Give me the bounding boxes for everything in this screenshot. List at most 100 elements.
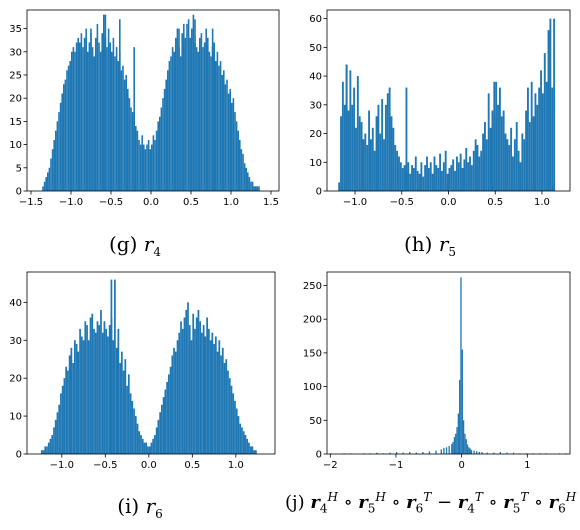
histogram-bar bbox=[114, 279, 116, 454]
histogram-bar bbox=[214, 336, 217, 454]
histogram-bar bbox=[239, 139, 241, 191]
histogram-bar bbox=[152, 135, 155, 191]
histogram-bar bbox=[416, 170, 419, 191]
histogram-peak-bar bbox=[183, 23, 185, 191]
x-tick-label: 0.5 bbox=[184, 460, 200, 471]
histogram-bar bbox=[452, 159, 455, 191]
histogram-bar bbox=[250, 181, 252, 191]
histogram-bar bbox=[197, 309, 200, 454]
histogram-bar bbox=[80, 336, 83, 454]
x-tick-label: 0 bbox=[458, 460, 464, 471]
histogram-bar bbox=[111, 51, 113, 192]
histogram-bar bbox=[534, 93, 537, 191]
histogram-bar bbox=[366, 145, 369, 191]
histogram-bar bbox=[150, 442, 153, 454]
histogram-bar bbox=[199, 321, 202, 454]
histogram-bar bbox=[159, 412, 162, 454]
histogram-bar bbox=[390, 116, 393, 191]
histogram-bar bbox=[87, 340, 90, 454]
histogram-bar bbox=[79, 42, 81, 191]
histogram-bar bbox=[103, 14, 105, 192]
histogram-bar bbox=[235, 408, 238, 454]
histogram-bar bbox=[395, 451, 398, 454]
histogram-bar bbox=[48, 167, 51, 191]
histogram-bar bbox=[134, 416, 137, 454]
histogram-bar bbox=[493, 452, 495, 454]
histogram-bar bbox=[93, 56, 95, 192]
histogram-bar bbox=[146, 144, 148, 191]
histogram-bar bbox=[187, 19, 190, 192]
histogram-bar bbox=[43, 181, 46, 191]
x-tick-label: 1.0 bbox=[223, 197, 239, 208]
histogram-bar bbox=[89, 317, 92, 454]
histogram-bar bbox=[45, 177, 47, 191]
histogram-bar bbox=[109, 42, 111, 191]
histogram-bar bbox=[135, 126, 137, 191]
histogram-bar bbox=[460, 277, 462, 454]
histogram-bar bbox=[203, 42, 206, 191]
histogram-bar bbox=[218, 65, 220, 191]
histogram-bar bbox=[237, 416, 240, 454]
histogram-bar bbox=[538, 87, 541, 191]
histogram-bar bbox=[232, 98, 235, 191]
histogram-bar bbox=[101, 33, 103, 192]
histogram-bar bbox=[47, 172, 49, 191]
histogram-bar bbox=[60, 393, 62, 454]
histogram-peak-bar bbox=[178, 28, 180, 191]
histogram-bar bbox=[403, 165, 406, 191]
histogram-bar bbox=[462, 420, 465, 454]
histogram-bar bbox=[88, 42, 91, 191]
histogram-bar bbox=[122, 65, 124, 191]
histogram-bar bbox=[101, 332, 104, 454]
histogram-bar bbox=[91, 47, 94, 191]
histogram-bar bbox=[77, 351, 80, 454]
histogram-bar bbox=[160, 107, 163, 191]
x-tick-label: −0.5 bbox=[99, 197, 123, 208]
histogram-bar bbox=[448, 168, 451, 191]
histogram-bar bbox=[119, 363, 121, 454]
histogram-bar bbox=[96, 23, 99, 191]
x-tick-label: −1.0 bbox=[59, 197, 83, 208]
histogram-bar bbox=[133, 408, 135, 454]
histogram-bar bbox=[126, 385, 128, 454]
histogram-bar bbox=[379, 133, 382, 191]
histogram-bar bbox=[166, 381, 168, 454]
histogram-bar bbox=[130, 107, 132, 191]
histogram-bar bbox=[64, 79, 67, 191]
histogram-bar bbox=[340, 116, 342, 191]
histogram-bar bbox=[495, 81, 498, 191]
histogram-bar bbox=[358, 116, 361, 191]
histogram-bar bbox=[500, 116, 503, 191]
histogram-bar bbox=[202, 325, 205, 454]
histogram-bar bbox=[466, 444, 469, 454]
caption-h-sub: 5 bbox=[448, 245, 457, 259]
histogram-bar bbox=[173, 51, 175, 192]
histogram-bar bbox=[356, 76, 359, 191]
histogram-bar bbox=[491, 110, 494, 191]
histogram-bar bbox=[225, 359, 228, 454]
histogram-bar bbox=[234, 400, 236, 454]
histogram-bar bbox=[409, 173, 412, 191]
histogram-bar bbox=[51, 435, 54, 454]
histogram-bar bbox=[364, 133, 367, 191]
x-tick-label: 0.0 bbox=[143, 197, 159, 208]
histogram-bar bbox=[510, 127, 513, 191]
histogram-bar bbox=[396, 150, 399, 191]
histogram-bar bbox=[240, 149, 243, 191]
histogram-bar bbox=[83, 37, 86, 191]
histogram-bar bbox=[525, 110, 528, 191]
plot-frame bbox=[26, 9, 280, 192]
caption-j-prefix: (j) bbox=[285, 492, 305, 513]
histogram-bar bbox=[485, 139, 488, 191]
histogram-bar bbox=[353, 87, 356, 191]
histogram-bar bbox=[127, 88, 129, 191]
x-tick-label: 1.0 bbox=[534, 197, 550, 208]
histogram-bar bbox=[409, 451, 411, 454]
histogram-bar bbox=[426, 156, 428, 191]
histogram-bar bbox=[178, 332, 181, 454]
histogram-bar bbox=[498, 87, 501, 191]
histogram-bar bbox=[251, 181, 254, 191]
histogram-bar bbox=[551, 87, 554, 191]
histogram-bar bbox=[95, 37, 97, 191]
histogram-bar bbox=[67, 65, 70, 191]
